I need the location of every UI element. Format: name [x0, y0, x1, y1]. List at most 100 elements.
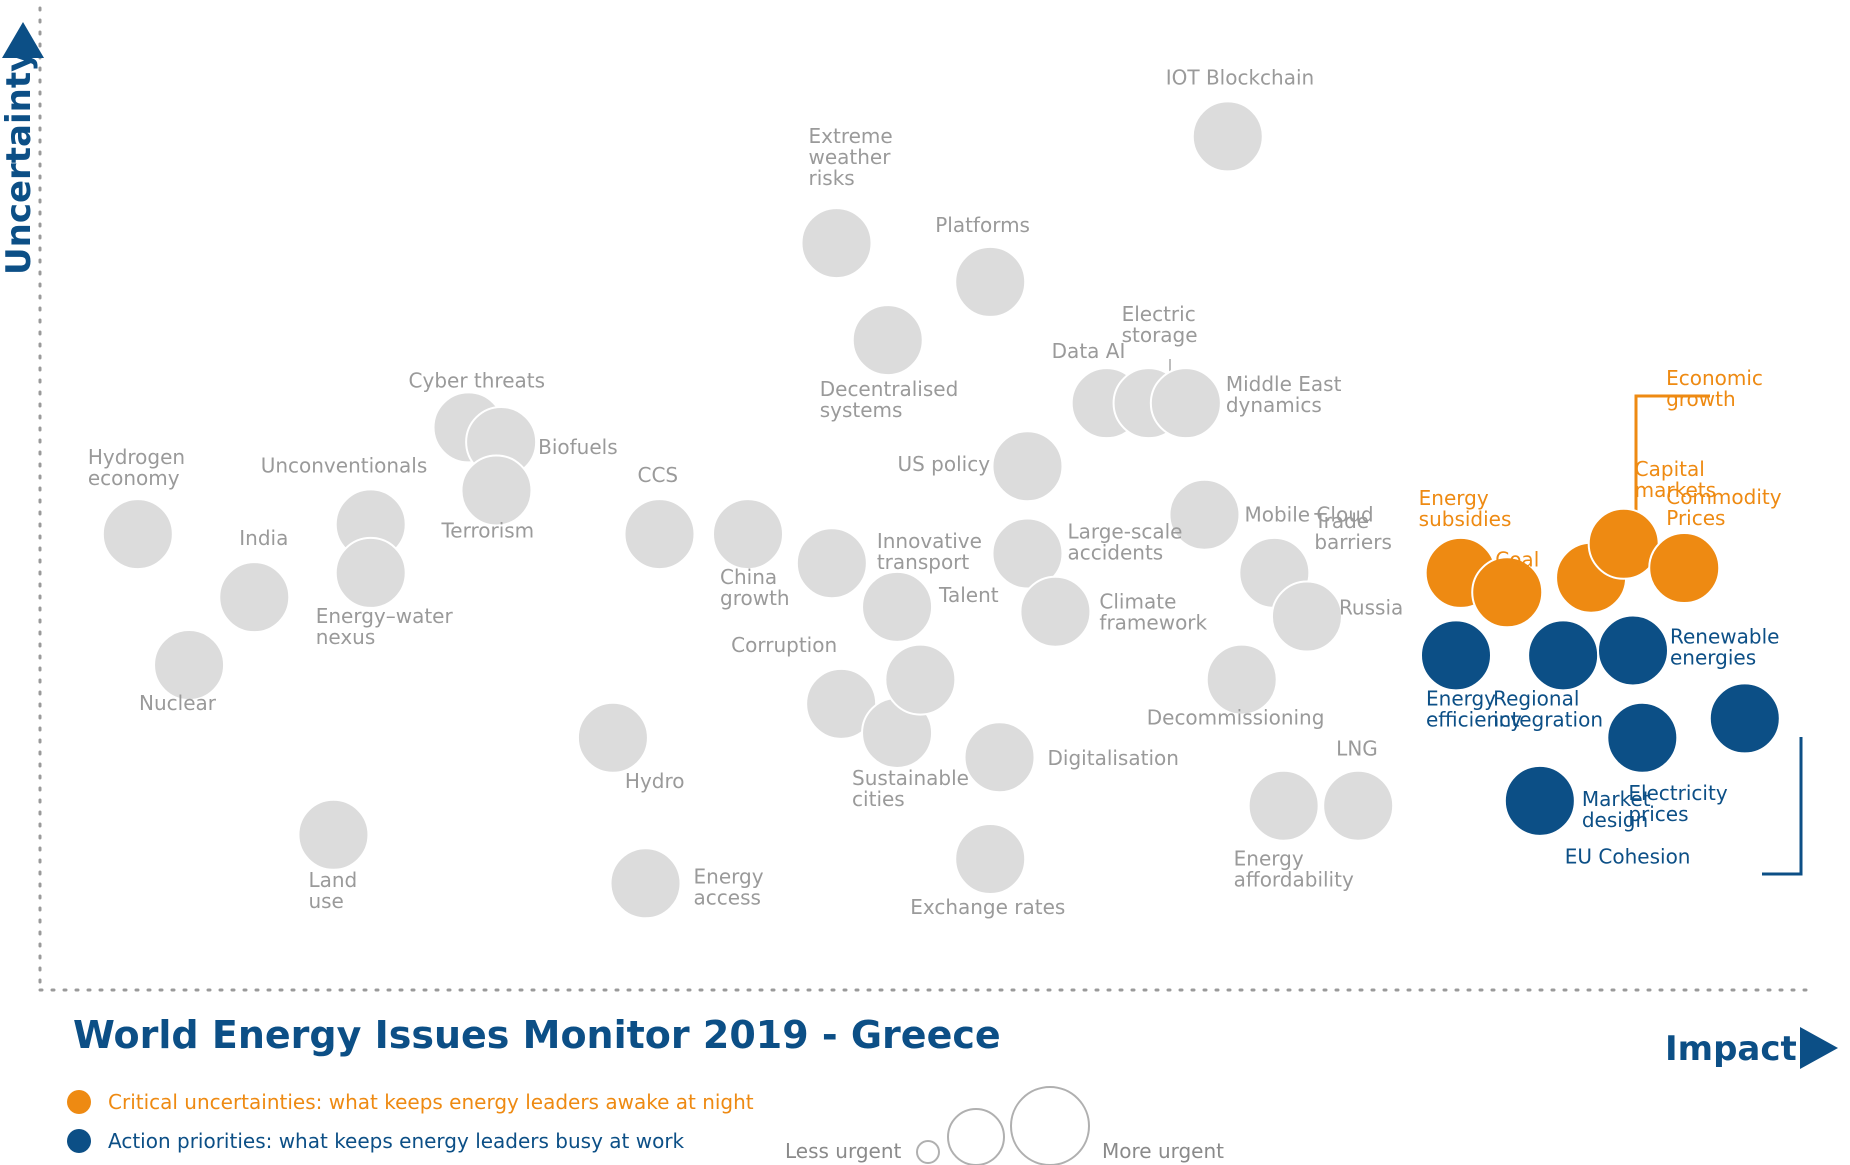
bubble-25 — [954, 823, 1027, 896]
bubble-label-line: growth — [720, 586, 790, 610]
bubble-label-line: cities — [852, 787, 905, 811]
bubble-28 — [1149, 367, 1222, 440]
bubble-label-line: Trade — [1313, 509, 1369, 533]
bubble-45 — [1606, 701, 1679, 774]
bubble-label-line: Corruption — [731, 633, 837, 657]
bubble-10 — [576, 701, 649, 774]
bubble-label-line: Capital — [1635, 457, 1705, 481]
bubble-label-line: growth — [1666, 387, 1736, 411]
bubble-label-42: Regional integration — [1493, 686, 1603, 731]
bubble-39 — [1587, 507, 1660, 580]
bubble-label-line: affordability — [1234, 868, 1354, 892]
bubble-label-39: Capital markets — [1635, 457, 1716, 502]
bubble-label-line: Innovative — [877, 529, 982, 553]
bubble-46 — [1708, 682, 1781, 755]
bubble-label-line: Exchange rates — [910, 895, 1065, 919]
bubble-label-41: Energy efficiency — [1426, 686, 1522, 731]
bubble-label-29: IOT Blockchain — [1166, 65, 1314, 89]
bubble-label-line: storage — [1122, 323, 1198, 347]
bubble-label-26: Data AI — [1052, 339, 1126, 363]
bubble-label-line: Renewable — [1670, 625, 1779, 649]
bubble-1 — [218, 561, 291, 634]
bubble-label-line: Cyber threats — [409, 368, 546, 392]
bubble-label-line: nexus — [316, 625, 376, 649]
legend-more-urgent: More urgent — [1102, 1139, 1224, 1163]
bubble-label-7: Terrorism — [440, 518, 534, 542]
bubble-label-34: Energy affordability — [1234, 847, 1354, 892]
x-axis-arrow-icon — [1800, 1027, 1838, 1069]
bubble-label-line: risks — [809, 166, 855, 190]
bubble-label-5: Cyber threats — [409, 368, 546, 392]
bubble-label-33: Decommissioning — [1147, 706, 1325, 730]
bubble-label-44: Market design — [1582, 787, 1651, 832]
bubble-label-line: LNG — [1336, 737, 1378, 761]
bubble-label-line: accidents — [1067, 541, 1163, 565]
bubble-30 — [1168, 478, 1241, 551]
bubble-label-16: Innovative transport — [877, 529, 982, 574]
legend-blue-dot — [67, 1129, 91, 1153]
bubble-label-line: dynamics — [1226, 393, 1322, 417]
bubble-label-line: Market — [1582, 787, 1651, 811]
bubble-label-line: Energy–water — [316, 604, 454, 628]
bubble-label-9: China growth — [720, 565, 790, 610]
bubble-label-28: Middle East dynamics — [1226, 372, 1342, 417]
bubble-label-line: Talent — [938, 583, 999, 607]
bubble-label-line: Climate — [1099, 590, 1176, 614]
bubble-14 — [851, 304, 924, 377]
bubble-label-line: Data AI — [1052, 339, 1126, 363]
bubble-label-line: Electricity — [1628, 781, 1728, 805]
bubble-label-10: Hydro — [625, 769, 685, 793]
bubble-label-24: Digitalisation — [1048, 746, 1179, 770]
bubble-label-36: Energy subsidies — [1419, 486, 1512, 531]
bubble-34 — [1247, 769, 1320, 842]
bubble-label-line: India — [239, 526, 288, 550]
bubble-label-43: Renewable energies — [1670, 625, 1779, 670]
bubble-17 — [861, 570, 934, 643]
bubble-2 — [153, 629, 226, 702]
bubble-label-line: efficiency — [1426, 707, 1522, 731]
bubble-label-line: Russia — [1339, 596, 1403, 620]
bubbles-layer — [101, 100, 1781, 920]
legend-critical-label: Critical uncertainties: what keeps energ… — [108, 1090, 754, 1114]
bubble-label-21: US policy — [897, 452, 990, 476]
bubble-label-45: Electricity prices — [1628, 781, 1728, 826]
bubble-label-line: Commodity — [1666, 485, 1781, 509]
bubble-8 — [623, 498, 696, 571]
size-legend-large — [1010, 1086, 1090, 1165]
bubble-label-line: Energy — [1419, 486, 1489, 510]
bubble-label-line: Middle East — [1226, 372, 1342, 396]
bubble-label-line: design — [1582, 808, 1648, 832]
bubble-label-line: Platforms — [935, 213, 1030, 237]
x-axis-title: Impact — [1665, 1029, 1797, 1069]
bubble-label-38: Economic growth — [1666, 366, 1763, 411]
bubble-4 — [334, 536, 407, 609]
bubble-42 — [1527, 619, 1600, 692]
bubble-label-line: Regional — [1493, 686, 1579, 710]
bubble-15 — [954, 245, 1027, 318]
bubble-label-line: prices — [1628, 802, 1688, 826]
bubble-label-line: Hydrogen — [88, 445, 185, 469]
bubble-label-line: Mobile Cloud — [1244, 503, 1373, 527]
bubble-label-25: Exchange rates — [910, 895, 1065, 919]
bubble-0 — [101, 498, 174, 571]
bubble-label-line: Energy — [694, 864, 764, 888]
bubble-12 — [609, 847, 682, 920]
bubble-label-27: Electric storage — [1122, 302, 1198, 347]
bubble-label-line: systems — [820, 398, 903, 422]
bubble-label-line: framework — [1099, 611, 1207, 635]
bubble-label-line: Land — [308, 868, 357, 892]
bubble-label-18: Corruption — [731, 633, 837, 657]
bubble-41 — [1420, 619, 1492, 692]
bubble-label-31: Trade barriers — [1313, 509, 1392, 554]
y-axis-arrow-icon — [2, 22, 44, 58]
bubble-label-23: Climate framework — [1099, 590, 1207, 635]
bubble-7 — [460, 454, 533, 527]
bubble-16 — [795, 527, 868, 600]
bubble-label-line: economy — [88, 466, 180, 490]
bubble-label-1: India — [239, 526, 288, 550]
bubble-33 — [1205, 643, 1278, 716]
bubble-9 — [712, 498, 784, 571]
bubble-label-line: Digitalisation — [1048, 746, 1179, 770]
bubble-label-14: Decentralised systems — [820, 377, 959, 422]
bubble-label-line: Electric — [1122, 302, 1196, 326]
